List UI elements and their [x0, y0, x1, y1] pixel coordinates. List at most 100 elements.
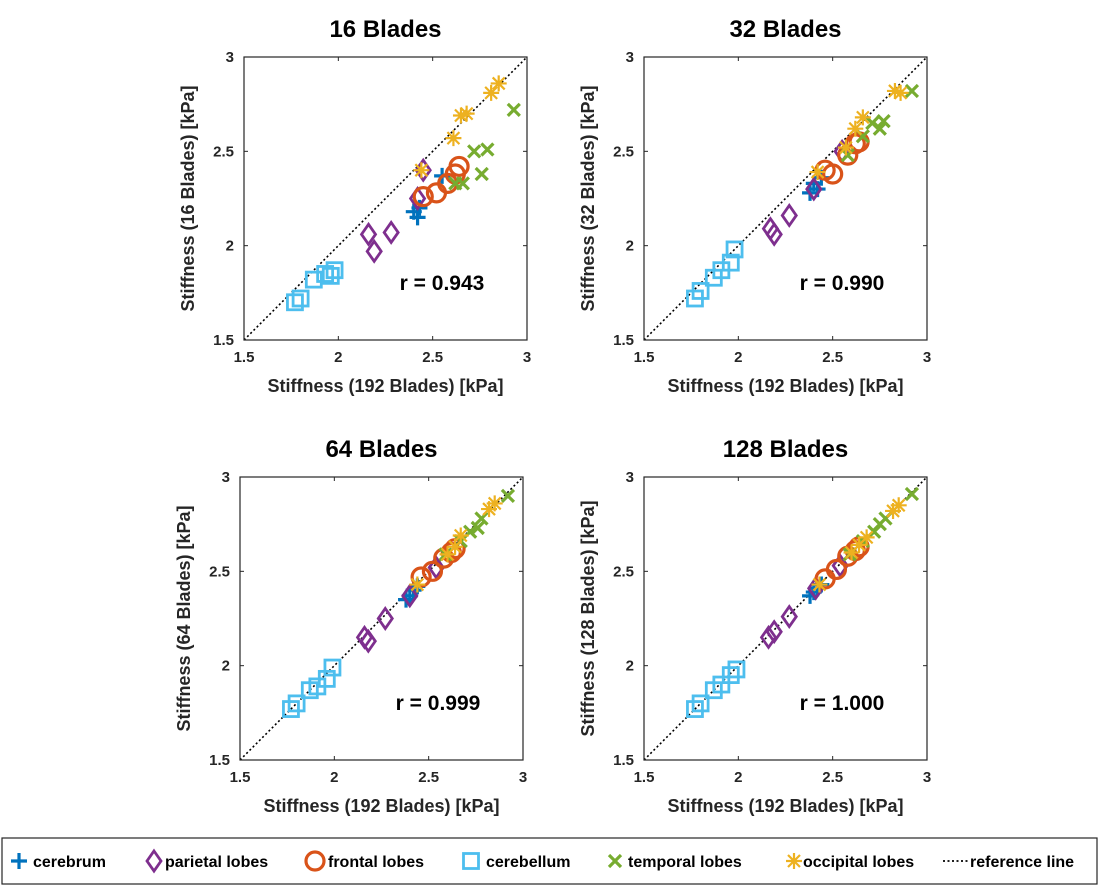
y-tick-label: 2: [626, 238, 634, 255]
data-point: [287, 694, 306, 713]
data-point: [825, 558, 848, 581]
data-point: [316, 265, 335, 283]
y-axis-label: Stiffness (64 Blades) [kPa]: [174, 505, 194, 731]
x-tick-label: 2.5: [822, 349, 843, 366]
data-point: [412, 186, 434, 208]
x-axis-label: Stiffness (192 Blades) [kPa]: [667, 796, 903, 816]
y-tick-label: 2.5: [613, 563, 634, 580]
data-point: [822, 163, 844, 185]
legend-marker-icon: [145, 848, 163, 874]
plot-frame: [239, 476, 524, 761]
series-occipital-lobes: [809, 82, 909, 181]
data-point: [317, 669, 336, 688]
legend-label: cerebrum: [33, 854, 106, 871]
data-point: [365, 238, 383, 264]
data-point: [727, 660, 746, 679]
legend-item-parietal: parietal lobes: [145, 848, 268, 874]
data-point: [892, 84, 909, 101]
reference-line: [243, 56, 528, 341]
series-cerebellum: [286, 261, 344, 312]
legend-label: temporal lobes: [628, 854, 742, 871]
data-point: [712, 675, 731, 694]
data-point: [890, 497, 907, 514]
y-tick-label: 2: [222, 658, 230, 675]
y-tick-label: 1.5: [209, 752, 230, 769]
data-point: [858, 529, 875, 546]
legend-label: cerebellum: [486, 854, 570, 871]
data-point: [805, 176, 823, 202]
x-tick-label: 2: [334, 349, 342, 366]
correlation-annotation: r = 0.990: [800, 272, 885, 295]
x-tick-label: 3: [523, 349, 531, 366]
x-tick-label: 2: [734, 349, 742, 366]
data-point: [359, 628, 378, 654]
series-temporal-lobes: [840, 83, 920, 163]
legend-item-occipital: occipital lobes: [786, 853, 914, 871]
reference-line: [643, 56, 928, 341]
legend-label: occipital lobes: [803, 854, 914, 871]
x-tick-label: 1.5: [634, 349, 655, 366]
x-axis-label: Stiffness (192 Blades) [kPa]: [267, 376, 503, 396]
y-tick-label: 2: [226, 238, 234, 255]
legend-marker-icon: [607, 853, 623, 869]
series-cerebrum: [405, 167, 451, 226]
data-point: [886, 82, 903, 99]
legend-label: frontal lobes: [328, 854, 424, 871]
y-tick-label: 2: [626, 658, 634, 675]
chart-title: 32 Blades: [729, 16, 841, 43]
data-point: [486, 495, 503, 512]
data-point: [286, 293, 304, 312]
data-point: [325, 261, 344, 280]
series-parietal-lobes: [759, 553, 849, 650]
data-point: [843, 544, 860, 561]
data-point: [359, 221, 378, 247]
legend-marker-icon: [11, 853, 27, 869]
legend-marker-icon: [462, 852, 480, 870]
data-point: [409, 209, 426, 226]
legend-item-cerebrum: cerebrum: [11, 853, 106, 871]
y-axis-label: Stiffness (128 Blades) [kPa]: [578, 500, 598, 736]
data-point: [831, 553, 849, 579]
data-point: [410, 566, 432, 588]
data-point: [445, 130, 462, 147]
data-point: [282, 700, 300, 718]
x-tick-label: 1.5: [234, 349, 255, 366]
data-point: [401, 583, 419, 609]
chart-panel-2: 32 Blades 1.5 2 2.5 3 1.5 2 2.5 3 Stiffness (192 …: [578, 16, 931, 396]
legend-item-cerebellum: cerebellum: [462, 852, 570, 871]
data-point: [725, 240, 744, 259]
correlation-annotation: r = 0.999: [396, 692, 481, 715]
series-occipital-lobes: [409, 495, 503, 593]
x-tick-label: 2: [734, 769, 742, 786]
data-point: [854, 109, 871, 126]
chart-panel-1: 16 Blades 1.5 2 2.5 3 1.5 2 2.5 3 Stiffness (192 …: [178, 16, 531, 396]
data-point: [809, 164, 826, 181]
chart-panel-4: 128 Blades 1.5 2 2.5 3 1.5 2 2.5 3 Stiffness (192…: [578, 436, 931, 816]
legend-item-frontal: frontal lobes: [304, 850, 424, 872]
data-point: [321, 266, 340, 285]
y-tick-label: 2.5: [613, 143, 634, 160]
data-point: [376, 606, 394, 631]
data-point: [447, 538, 464, 555]
data-point: [483, 84, 500, 101]
data-point: [323, 658, 342, 677]
data-point: [382, 220, 400, 245]
data-point: [439, 546, 456, 563]
data-point: [876, 114, 891, 129]
y-tick-label: 1.5: [213, 332, 234, 349]
data-point: [421, 560, 444, 582]
y-tick-label: 3: [226, 49, 234, 66]
legend-marker-icon: [304, 850, 326, 872]
legend-marker-icon: [786, 853, 802, 869]
legend-label: reference line: [970, 854, 1074, 871]
data-point: [500, 488, 516, 503]
correlation-annotation: r = 0.943: [400, 272, 485, 295]
x-tick-label: 3: [923, 349, 931, 366]
y-axis-label: Stiffness (32 Blades) [kPa]: [578, 85, 598, 311]
data-point: [409, 576, 426, 593]
chart-title: 64 Blades: [325, 436, 437, 463]
data-point: [304, 270, 323, 289]
x-tick-label: 1.5: [634, 769, 655, 786]
data-point: [691, 694, 710, 713]
data-point: [721, 666, 740, 684]
